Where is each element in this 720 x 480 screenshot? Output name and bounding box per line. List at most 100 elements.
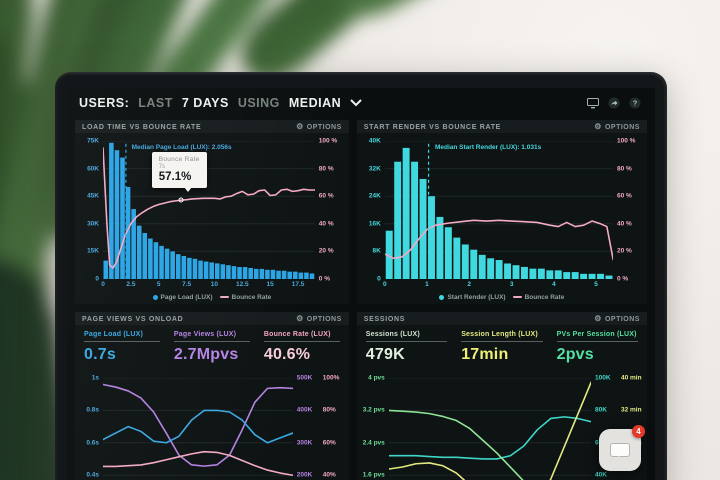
tick-label: 17.5: [291, 281, 305, 288]
tick-label: 0.8s: [86, 406, 99, 414]
legend-dash: [512, 296, 522, 298]
header-median-label[interactable]: MEDIAN: [288, 96, 342, 110]
gear-icon: ⚙: [594, 314, 602, 323]
y-axis-right: 100 % 80 % 60 % 40 % 20 % 0 %: [613, 138, 643, 283]
y-axis-right-bounce: 100% 80% 60% 40%: [319, 374, 345, 480]
legend-item-bounce-rate[interactable]: Bounce Rate: [512, 294, 564, 301]
y-axis-left: 75K 60K 45K 30K 15K 0: [77, 138, 103, 283]
help-icon[interactable]: ?: [627, 96, 643, 110]
options-button[interactable]: ⚙ OPTIONS: [594, 123, 640, 131]
tick-label: 200K: [296, 471, 313, 479]
gear-icon: ⚙: [296, 314, 304, 323]
options-label: OPTIONS: [604, 315, 640, 323]
panel-title: START RENDER VS BOUNCE RATE: [363, 123, 502, 131]
tick-label: 24K: [368, 192, 381, 200]
metric-value: 40.6%: [263, 346, 311, 363]
onload-line-chart: [103, 378, 293, 480]
tick-label: 60K: [87, 165, 99, 173]
chart-legend: Start Render (LUX) Bounce Rate: [357, 290, 647, 304]
panel-grid: LOAD TIME VS BOUNCE RATE ⚙ OPTIONS 75K 60…: [75, 120, 647, 480]
metric-page-load: Page Load (LUX) 0.7s: [84, 331, 160, 364]
metric-label: Page Views (LUX): [173, 331, 237, 338]
share-icon[interactable]: [606, 96, 622, 110]
metric-value: 2pvs: [556, 346, 594, 363]
tick-label: 100%: [322, 374, 340, 382]
metric-label: Sessions (LUX): [365, 331, 420, 338]
chat-button[interactable]: 4: [599, 425, 645, 471]
panel-title: LOAD TIME VS BOUNCE RATE: [82, 123, 202, 131]
tick-label: 0 %: [616, 275, 629, 283]
metric-value: 17min: [461, 346, 509, 363]
tick-label: 4 pvs: [368, 374, 385, 382]
tick-label: 1.6 pvs: [362, 471, 385, 479]
tick-label: 2: [467, 281, 472, 288]
legend-item-start-render[interactable]: Start Render (LUX): [439, 294, 506, 301]
sessions-plot: [389, 378, 591, 480]
options-button[interactable]: ⚙ OPTIONS: [296, 315, 342, 323]
tick-label: 32 min: [620, 406, 642, 414]
tick-label: 300K: [296, 439, 313, 447]
tick-label: 80 %: [616, 165, 632, 173]
tick-label: 40 min: [620, 374, 642, 382]
metric-label: Session Length (LUX): [461, 331, 538, 338]
plant-leaf: [330, 0, 558, 29]
metric-divider: [461, 341, 543, 342]
tick-label: 15K: [87, 247, 99, 255]
tick-label: 0: [95, 275, 99, 283]
display-icon[interactable]: [585, 96, 601, 110]
tick-label: 45K: [87, 192, 99, 200]
bounce-rate-tooltip: Bounce Rate 7s 57.1%: [151, 152, 207, 193]
metric-session-length: Session Length (LUX) 17min: [461, 331, 543, 364]
tick-label: 0.6s: [86, 439, 99, 447]
tick-label: 1: [425, 281, 429, 288]
metric-divider: [173, 341, 250, 342]
legend-item-bounce-rate[interactable]: Bounce Rate: [219, 294, 271, 301]
tick-label: 1s: [91, 374, 99, 382]
metric-pvs-per-session: PVs Per Session (LUX) 2pvs: [556, 331, 638, 364]
start-render-plot: Median Start Render (LUX): 1.031s: [385, 141, 613, 279]
start-render-histogram: [385, 141, 613, 279]
metric-value: 479K: [365, 346, 405, 363]
tick-label: 2.4 pvs: [362, 439, 385, 447]
metric-label: PVs Per Session (LUX): [556, 331, 637, 338]
tick-label: 40%: [322, 471, 336, 479]
y-axis-left: 40K 32K 24K 16K 8K 0: [359, 137, 385, 283]
tick-label: 40 %: [318, 220, 334, 228]
options-label: OPTIONS: [306, 315, 342, 323]
y-axis-left: 1s 0.8s 0.6s 0.4s: [77, 374, 103, 480]
options-label: OPTIONS: [604, 123, 640, 131]
chevron-down-icon[interactable]: [350, 99, 362, 107]
tick-label: 80 %: [318, 165, 334, 173]
legend-dot: [152, 294, 158, 300]
tick-label: 5: [156, 281, 161, 288]
tick-label: 40K: [368, 137, 381, 145]
metric-cards: Sessions (LUX) 479K Session Length (LUX)…: [357, 325, 647, 368]
tick-label: 400K: [296, 406, 313, 414]
median-annotation: Median Start Render (LUX): 1.031s: [434, 144, 542, 151]
tick-label: 7.5: [182, 281, 192, 288]
tick-label: 60 %: [616, 192, 632, 200]
options-button[interactable]: ⚙ OPTIONS: [594, 315, 640, 323]
metric-label: Bounce Rate (LUX): [263, 331, 331, 338]
tick-label: 60%: [322, 439, 336, 447]
load-time-plot: Median Page Load (LUX): 2.056s Bounce Ra…: [103, 141, 315, 279]
tick-label: 4: [552, 281, 556, 288]
tooltip-x-value: 7s: [158, 164, 166, 171]
panel-header: SESSIONS ⚙ OPTIONS: [356, 312, 647, 325]
metric-divider: [263, 341, 340, 342]
tooltip-value: 57.1%: [158, 171, 192, 184]
legend-item-page-load[interactable]: Page Load (LUX): [152, 294, 213, 301]
tick-label: 0 %: [318, 275, 330, 283]
tick-label: 0: [382, 281, 387, 288]
chart-legend: Page Load (LUX) Bounce Rate: [75, 290, 349, 304]
options-button[interactable]: ⚙ OPTIONS: [296, 123, 342, 131]
tick-label: 30K: [87, 220, 99, 228]
dashboard-header: USERS: LAST 7 DAYS USING MEDIAN ?: [67, 88, 655, 118]
x-axis: 0 2.5 5 7.5 10 12.5 15 17.5: [101, 281, 315, 290]
tick-label: 100K: [594, 374, 611, 382]
tick-label: 8K: [372, 247, 381, 255]
metric-sessions: Sessions (LUX) 479K: [365, 331, 448, 364]
gear-icon: ⚙: [594, 122, 602, 131]
panel-header: START RENDER VS BOUNCE RATE ⚙ OPTIONS: [356, 120, 647, 133]
metric-value: 2.7Mpvs: [173, 346, 239, 363]
